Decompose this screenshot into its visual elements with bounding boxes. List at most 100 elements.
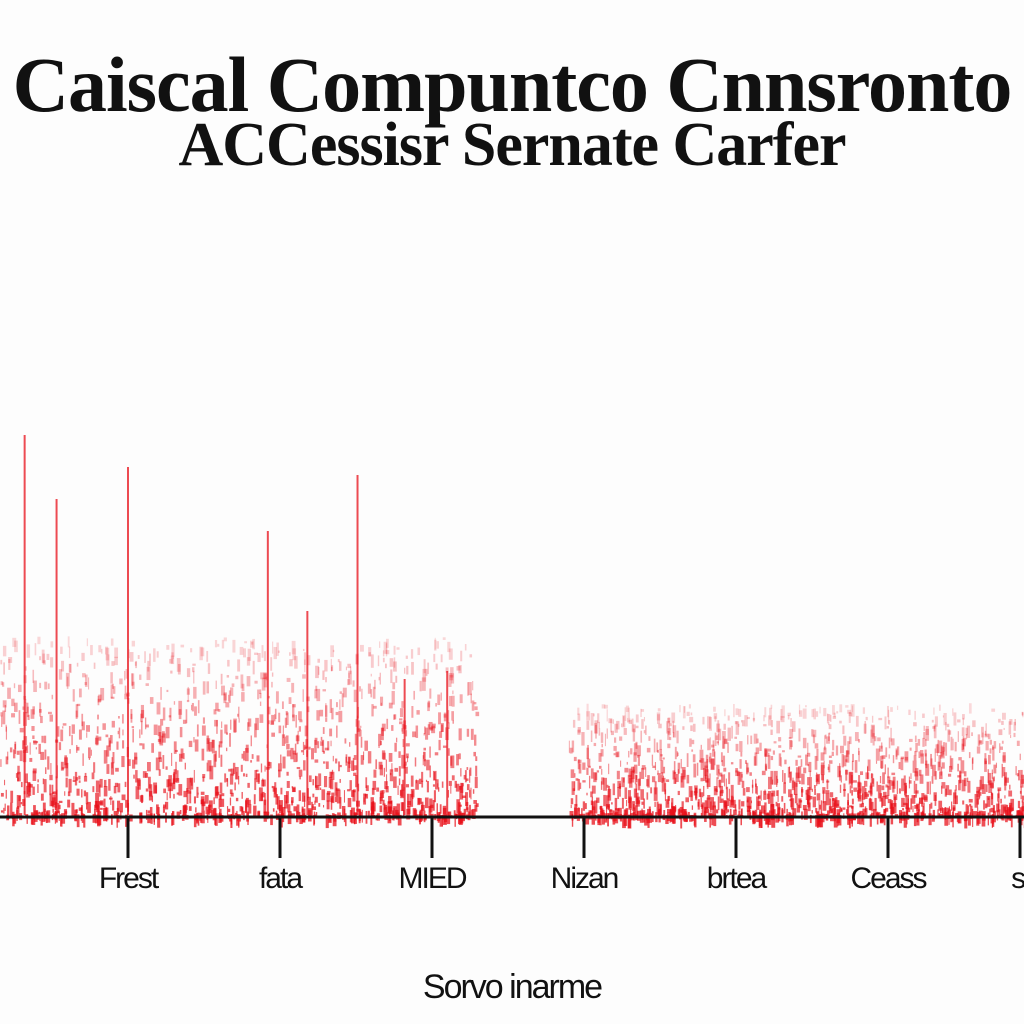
haze-mark xyxy=(799,800,803,803)
haze-mark xyxy=(717,774,719,779)
haze-mark xyxy=(805,793,809,800)
haze-mark xyxy=(93,762,96,773)
haze-mark xyxy=(852,753,854,763)
haze-mark xyxy=(883,791,887,798)
haze-mark xyxy=(941,785,943,794)
haze-mark xyxy=(702,716,705,725)
haze-mark xyxy=(957,763,960,772)
haze-mark xyxy=(863,780,868,787)
haze-mark xyxy=(228,768,232,772)
haze-mark xyxy=(276,642,279,656)
haze-mark xyxy=(353,789,356,793)
haze-mark xyxy=(913,755,917,761)
haze-mark xyxy=(877,737,881,742)
haze-mark xyxy=(191,667,195,673)
haze-mark xyxy=(376,787,380,792)
haze-mark xyxy=(117,800,121,812)
haze-mark xyxy=(740,808,743,815)
haze-mark xyxy=(637,779,641,791)
haze-mark xyxy=(791,780,795,791)
haze-mark xyxy=(447,811,452,818)
haze-mark xyxy=(467,682,469,696)
haze-mark xyxy=(680,814,683,829)
haze-mark xyxy=(219,794,222,808)
haze-mark xyxy=(450,755,455,769)
haze-mark xyxy=(948,730,952,735)
haze-mark xyxy=(570,798,574,805)
haze-mark xyxy=(940,752,942,759)
haze-mark xyxy=(825,790,830,794)
haze-mark xyxy=(574,781,576,791)
haze-mark xyxy=(635,783,638,793)
haze-mark xyxy=(7,805,10,820)
haze-mark xyxy=(689,738,692,747)
haze-mark xyxy=(429,688,432,699)
haze-mark xyxy=(878,745,883,752)
haze-mark xyxy=(372,686,376,699)
haze-mark xyxy=(149,784,153,797)
haze-mark xyxy=(437,694,441,706)
haze-mark xyxy=(958,814,960,824)
haze-mark xyxy=(786,808,788,819)
haze-mark xyxy=(962,717,964,726)
haze-mark xyxy=(165,766,168,770)
haze-mark xyxy=(254,652,258,655)
haze-mark xyxy=(981,726,984,738)
haze-mark xyxy=(794,793,798,804)
haze-mark xyxy=(103,798,106,808)
haze-mark xyxy=(217,643,220,647)
haze-mark xyxy=(76,788,80,796)
haze-mark xyxy=(669,736,672,741)
haze-mark xyxy=(992,745,994,750)
haze-mark xyxy=(616,752,619,758)
haze-mark xyxy=(314,759,319,763)
haze-mark xyxy=(88,747,91,759)
haze-mark xyxy=(1020,778,1024,788)
haze-mark xyxy=(405,766,408,774)
haze-mark xyxy=(1001,763,1003,778)
haze-mark xyxy=(360,725,362,728)
haze-mark xyxy=(608,813,612,816)
haze-mark xyxy=(922,713,925,718)
haze-mark xyxy=(259,701,262,706)
haze-mark xyxy=(431,725,436,734)
haze-mark xyxy=(797,755,802,758)
haze-mark xyxy=(206,650,209,662)
haze-mark xyxy=(950,758,954,770)
haze-mark xyxy=(287,814,292,825)
haze-mark xyxy=(200,796,205,804)
haze-mark xyxy=(442,637,446,640)
haze-mark xyxy=(992,777,995,783)
haze-mark xyxy=(182,719,187,724)
haze-mark xyxy=(379,641,381,648)
haze-mark xyxy=(968,752,971,759)
haze-mark xyxy=(808,761,812,773)
haze-mark xyxy=(848,814,851,829)
haze-mark xyxy=(749,812,752,815)
haze-mark xyxy=(914,735,917,743)
haze-mark xyxy=(0,681,4,686)
haze-mark xyxy=(682,769,686,778)
haze-mark xyxy=(326,800,330,810)
haze-mark xyxy=(836,711,839,714)
haze-mark xyxy=(651,754,654,766)
haze-mark xyxy=(627,707,630,718)
haze-mark xyxy=(76,744,78,753)
haze-mark xyxy=(410,649,414,659)
haze-mark xyxy=(385,643,388,657)
haze-mark xyxy=(739,759,742,769)
haze-mark xyxy=(113,686,116,694)
haze-mark xyxy=(798,704,801,715)
haze-mark xyxy=(851,798,854,805)
haze-mark xyxy=(640,708,642,718)
haze-mark xyxy=(815,711,819,717)
haze-mark xyxy=(607,813,609,827)
haze-mark xyxy=(843,755,847,767)
haze-mark xyxy=(284,736,286,744)
haze-mark xyxy=(81,652,85,661)
haze-mark xyxy=(314,689,318,699)
haze-mark xyxy=(293,806,298,812)
haze-mark xyxy=(242,773,246,777)
haze-mark xyxy=(909,780,912,784)
haze-mark xyxy=(947,729,950,742)
